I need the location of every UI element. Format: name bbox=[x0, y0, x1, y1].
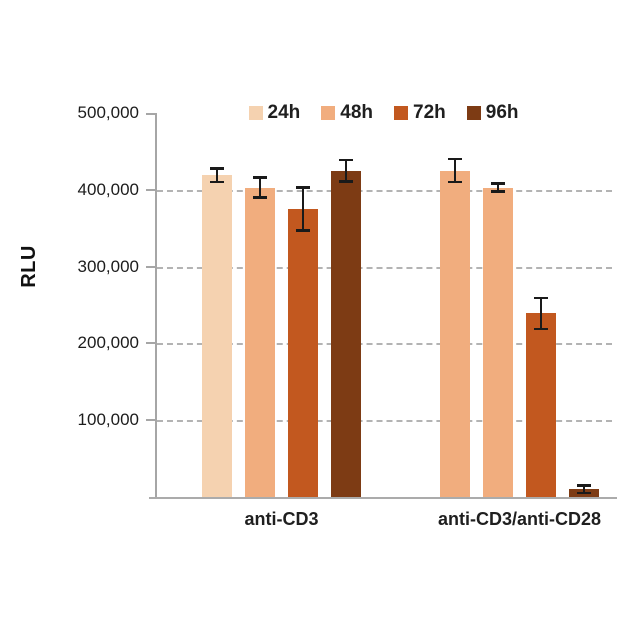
error-bar-line bbox=[496, 183, 500, 192]
y-axis-tick-label: 500,000 bbox=[77, 103, 139, 122]
y-axis-tick-label: 100,000 bbox=[77, 410, 139, 430]
y-axis-tick bbox=[146, 342, 155, 345]
y-axis-tick bbox=[146, 419, 155, 422]
legend-item-72h: 72h bbox=[394, 103, 446, 122]
error-bar-cap bbox=[296, 229, 310, 232]
error-bar-cap bbox=[339, 180, 353, 183]
chart-legend: 24h 48h 72h 96h bbox=[155, 103, 612, 122]
y-axis-tick bbox=[146, 113, 155, 115]
gridline bbox=[157, 343, 612, 346]
error-bar-line bbox=[344, 159, 348, 182]
error-bar-cap bbox=[339, 158, 353, 162]
bar-48h bbox=[245, 187, 275, 497]
error-bar-cap bbox=[491, 190, 505, 193]
y-axis-tick bbox=[146, 188, 155, 191]
legend-item-48h: 48h bbox=[321, 103, 373, 122]
legend-label: 96h bbox=[485, 102, 519, 123]
y-axis-tick-label: 200,000 bbox=[77, 333, 139, 353]
legend-item-24h: 24h bbox=[248, 102, 301, 123]
error-bar-cap bbox=[448, 157, 462, 161]
error-bar-cap bbox=[253, 176, 267, 179]
legend-label: 48h bbox=[340, 102, 373, 123]
bar-48h bbox=[483, 187, 513, 497]
error-bar-line bbox=[453, 159, 457, 183]
legend-label: 72h bbox=[413, 102, 446, 123]
bar-72h bbox=[526, 313, 556, 497]
legend-swatch-icon bbox=[466, 105, 481, 120]
x-axis-category-label: anti-CD3 bbox=[244, 509, 319, 529]
error-bar-cap bbox=[491, 182, 505, 185]
error-bar-line bbox=[215, 168, 219, 183]
error-bar-cap bbox=[448, 180, 462, 184]
gridline bbox=[157, 189, 612, 192]
legend-swatch-icon bbox=[248, 105, 263, 120]
error-bar-line bbox=[539, 298, 543, 329]
error-bar-cap bbox=[534, 327, 548, 331]
bar-72h bbox=[288, 209, 318, 497]
gridline bbox=[157, 266, 612, 269]
bar-96h bbox=[331, 170, 361, 497]
legend-label: 24h bbox=[267, 102, 301, 123]
error-bar-cap bbox=[534, 296, 548, 300]
y-axis-tick bbox=[146, 265, 155, 268]
x-axis-category-label: anti-CD3/anti-CD28 bbox=[437, 509, 602, 529]
error-bar-cap bbox=[210, 180, 224, 184]
y-axis-tick-label: 300,000 bbox=[77, 256, 139, 276]
error-bar-cap bbox=[296, 186, 310, 189]
error-bar-line bbox=[582, 485, 586, 494]
error-bar-cap bbox=[577, 491, 591, 495]
legend-swatch-icon bbox=[321, 105, 336, 120]
gridline bbox=[157, 420, 612, 423]
error-bar-line bbox=[258, 177, 262, 198]
bar-24h bbox=[440, 170, 470, 497]
y-axis-tick-label: 400,000 bbox=[77, 179, 139, 199]
plot-area: 500,000 400,000 300,000 200,000 100,000 anti-… bbox=[78, 103, 617, 529]
legend-swatch-icon bbox=[394, 105, 408, 120]
bar-24h bbox=[202, 175, 232, 497]
error-bar-cap bbox=[577, 484, 591, 487]
legend-item-96h: 96h bbox=[466, 102, 519, 123]
y-axis-line bbox=[155, 113, 157, 497]
x-axis-line bbox=[149, 497, 617, 499]
error-bar-cap bbox=[253, 196, 267, 199]
y-axis-title: RLU bbox=[17, 245, 40, 288]
error-bar-cap bbox=[210, 167, 224, 170]
error-bar-line bbox=[301, 187, 305, 231]
